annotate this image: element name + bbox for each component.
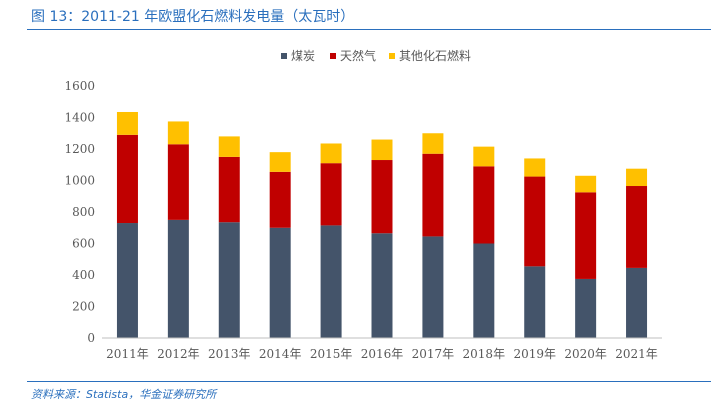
- bar-segment: [371, 233, 393, 338]
- bar-segment: [626, 267, 648, 338]
- y-axis: 0 200 400 600 800 1000 1200 1400 1600: [64, 79, 95, 345]
- bar-segment: [320, 143, 342, 164]
- bar-segment: [473, 243, 495, 338]
- stacked-bar-chart: 煤炭 天然气 其他化石燃料 0 200 400 600 800 1000 1200 1400 160…: [64, 48, 662, 361]
- bar-segment: [473, 146, 495, 167]
- bar-segment: [320, 163, 342, 226]
- bar-segment: [371, 139, 393, 161]
- bar-segment: [167, 121, 189, 145]
- bar-segment: [320, 225, 342, 338]
- bar-segment: [167, 144, 189, 220]
- bar-segment: [575, 278, 597, 338]
- bar-segment: [626, 168, 648, 187]
- x-tick-label: 2013年: [208, 347, 251, 361]
- y-tick-label: 600: [72, 237, 95, 251]
- x-tick-label: 2018年: [463, 347, 506, 361]
- x-tick-label: 2011年: [106, 347, 149, 361]
- legend-swatch: [281, 53, 287, 59]
- bar-segment: [116, 223, 138, 338]
- x-tick-label: 2014年: [259, 347, 302, 361]
- bar-segment: [269, 152, 291, 172]
- bar-segment: [218, 156, 240, 223]
- bar-segment: [218, 136, 240, 157]
- y-tick-label: 1200: [64, 142, 95, 156]
- x-tick-label: 2019年: [513, 347, 556, 361]
- y-tick-label: 0: [87, 331, 95, 345]
- x-tick-label: 2015年: [310, 347, 353, 361]
- legend-label: 煤炭: [291, 49, 315, 63]
- bar-segment: [575, 192, 597, 279]
- bar-segment: [422, 153, 444, 237]
- source-note: 资料来源：Statista，华金证券研究所: [31, 388, 217, 401]
- x-axis: 2011年 2012年 2013年 2014年 2015年 2016年 2017年 2018年…: [102, 337, 662, 361]
- bar-segment: [524, 158, 546, 177]
- y-tick-label: 400: [72, 268, 95, 282]
- bar-segment: [473, 166, 495, 244]
- source-divider: [27, 381, 711, 382]
- x-tick-label: 2021年: [615, 347, 658, 361]
- bar-segment: [575, 175, 597, 193]
- bars: [116, 111, 648, 338]
- bar-segment: [422, 133, 444, 154]
- bar-segment: [167, 219, 189, 338]
- bar-segment: [116, 111, 138, 135]
- legend-label: 天然气: [340, 48, 376, 63]
- legend-swatch: [389, 53, 395, 59]
- x-tick-label: 2017年: [412, 347, 455, 361]
- title-divider: [27, 29, 711, 30]
- chart-legend: 煤炭 天然气 其他化石燃料: [281, 48, 471, 63]
- bar-segment: [626, 186, 648, 268]
- bar-segment: [422, 236, 444, 338]
- legend-swatch: [330, 53, 336, 59]
- bar-segment: [116, 134, 138, 224]
- bar-segment: [524, 176, 546, 267]
- y-tick-label: 200: [72, 300, 95, 314]
- x-tick-label: 2012年: [157, 347, 200, 361]
- y-tick-label: 1600: [64, 79, 95, 93]
- bar-segment: [269, 227, 291, 338]
- bar-segment: [371, 160, 393, 234]
- x-tick-label: 2016年: [361, 347, 404, 361]
- x-tick-label: 2020年: [564, 347, 607, 361]
- y-tick-label: 800: [72, 205, 95, 219]
- bar-segment: [524, 266, 546, 338]
- legend-label: 其他化石燃料: [399, 48, 471, 63]
- bar-segment: [218, 222, 240, 338]
- chart-title: 图 13：2011-21 年欧盟化石燃料发电量（太瓦时）: [31, 9, 355, 25]
- bar-segment: [269, 171, 291, 228]
- y-tick-label: 1000: [64, 174, 95, 188]
- y-tick-label: 1400: [64, 111, 95, 125]
